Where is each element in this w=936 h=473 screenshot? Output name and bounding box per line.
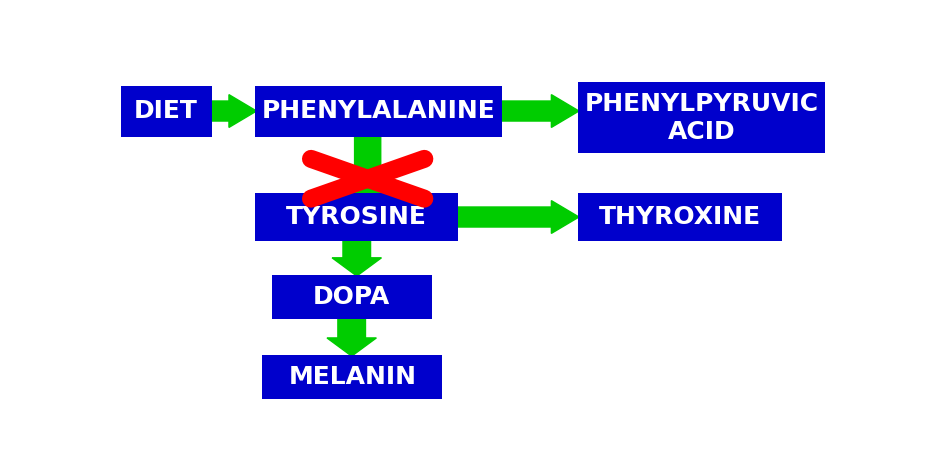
FancyBboxPatch shape [255, 193, 458, 241]
Text: PHENYLPYRUVIC
ACID: PHENYLPYRUVIC ACID [584, 92, 818, 144]
Text: THYROXINE: THYROXINE [598, 205, 760, 229]
Text: PHENYLALANINE: PHENYLALANINE [261, 99, 495, 123]
FancyBboxPatch shape [262, 355, 442, 399]
FancyArrow shape [457, 201, 578, 233]
FancyArrow shape [209, 95, 256, 127]
FancyArrow shape [327, 318, 376, 356]
FancyArrow shape [331, 240, 381, 276]
Text: DIET: DIET [134, 99, 197, 123]
Text: MELANIN: MELANIN [288, 365, 416, 389]
FancyBboxPatch shape [271, 275, 431, 319]
FancyBboxPatch shape [121, 86, 212, 137]
FancyBboxPatch shape [578, 193, 781, 241]
FancyBboxPatch shape [255, 86, 502, 137]
FancyArrow shape [500, 95, 578, 127]
Text: DOPA: DOPA [313, 285, 390, 309]
FancyArrow shape [344, 135, 390, 214]
Text: TYROSINE: TYROSINE [286, 205, 427, 229]
FancyBboxPatch shape [578, 82, 825, 153]
